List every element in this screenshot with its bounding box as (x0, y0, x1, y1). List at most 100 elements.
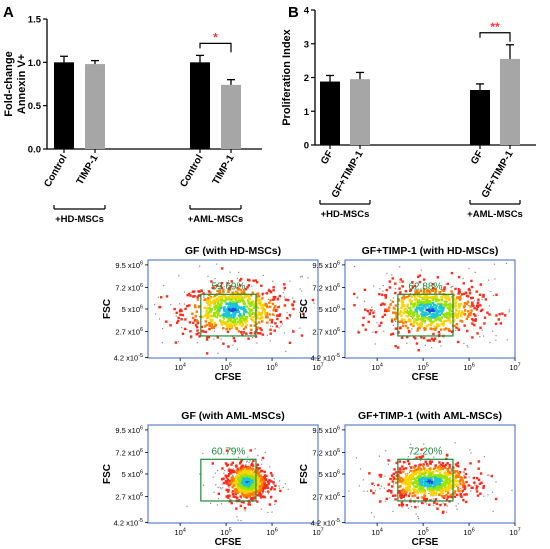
event-point (211, 314, 214, 318)
event-point (200, 289, 203, 293)
event-point (231, 490, 235, 493)
event-point (278, 294, 282, 298)
event-point (431, 308, 434, 311)
event-point (212, 476, 214, 478)
event-point (228, 467, 230, 469)
event-point (479, 283, 483, 286)
event-point (443, 289, 446, 292)
event-point (448, 466, 451, 469)
event-point (184, 307, 187, 311)
event-point (417, 475, 421, 478)
event-point (405, 310, 408, 314)
event-point (183, 327, 187, 331)
event-point (283, 332, 286, 334)
event-point (207, 335, 211, 339)
event-point (353, 303, 356, 307)
event-point (470, 279, 473, 283)
category-label: TIMP-1 (211, 153, 237, 187)
event-point (359, 468, 362, 470)
event-point (235, 306, 238, 309)
event-point (410, 312, 414, 315)
event-point (460, 487, 462, 490)
event-point (461, 476, 464, 480)
event-point (412, 335, 416, 339)
event-point (279, 320, 283, 324)
event-point (236, 470, 239, 473)
event-point (247, 456, 249, 458)
y-tick-label: 5 x106 (122, 305, 143, 314)
bar (221, 84, 241, 149)
event-point (401, 301, 404, 305)
event-point (419, 486, 422, 490)
event-point (210, 323, 214, 326)
y-tick-label: 7.2 x106 (312, 448, 340, 457)
event-point (436, 485, 440, 488)
event-point (256, 326, 259, 329)
event-point (189, 330, 192, 333)
event-point (220, 488, 222, 490)
event-point (175, 321, 179, 324)
event-point (409, 466, 413, 469)
event-point (401, 300, 404, 303)
event-point (256, 489, 259, 492)
event-point (274, 503, 276, 505)
event-point (238, 474, 241, 478)
y-axis-label: Proliferation Index (281, 28, 293, 125)
event-point (443, 495, 446, 498)
event-point (257, 473, 260, 476)
event-point (427, 471, 430, 474)
event-point (407, 455, 409, 458)
event-point (411, 286, 415, 289)
event-point (261, 456, 265, 460)
event-point (223, 307, 226, 310)
event-point (463, 485, 466, 488)
event-point (273, 298, 276, 301)
event-point (227, 305, 231, 309)
event-point (235, 294, 238, 297)
event-point (439, 317, 442, 320)
event-point (431, 347, 433, 349)
event-point (235, 480, 238, 483)
event-point (206, 300, 210, 304)
event-point (394, 471, 398, 474)
event-point (255, 295, 259, 298)
event-point (264, 485, 267, 488)
event-point (236, 516, 238, 518)
event-point (217, 299, 221, 302)
event-point (205, 323, 208, 327)
event-point (193, 294, 196, 298)
event-point (256, 494, 260, 497)
event-point (398, 460, 402, 463)
event-point (284, 298, 288, 301)
event-point (202, 292, 205, 295)
event-point (445, 316, 449, 319)
event-point (235, 300, 239, 304)
event-point (370, 512, 373, 514)
event-point (211, 286, 214, 290)
event-point (225, 488, 228, 492)
event-point (263, 483, 266, 486)
significance-marker: ** (490, 20, 500, 34)
event-point (242, 314, 245, 317)
event-point (222, 342, 225, 345)
event-point (446, 489, 449, 492)
event-point (232, 479, 235, 482)
event-point (413, 494, 417, 497)
event-point (256, 316, 259, 320)
event-point (443, 476, 447, 480)
event-point (452, 482, 455, 485)
event-point (469, 462, 472, 465)
event-point (434, 317, 437, 321)
event-point (240, 298, 244, 301)
event-point (276, 317, 279, 321)
event-point (467, 346, 469, 348)
event-point (240, 468, 243, 472)
event-point (448, 482, 452, 486)
event-point (218, 292, 221, 295)
event-point (211, 462, 214, 465)
panel-label-b: B (288, 4, 299, 21)
event-point (207, 296, 210, 300)
event-point (392, 510, 394, 512)
event-point (378, 292, 381, 296)
event-point (269, 325, 272, 327)
